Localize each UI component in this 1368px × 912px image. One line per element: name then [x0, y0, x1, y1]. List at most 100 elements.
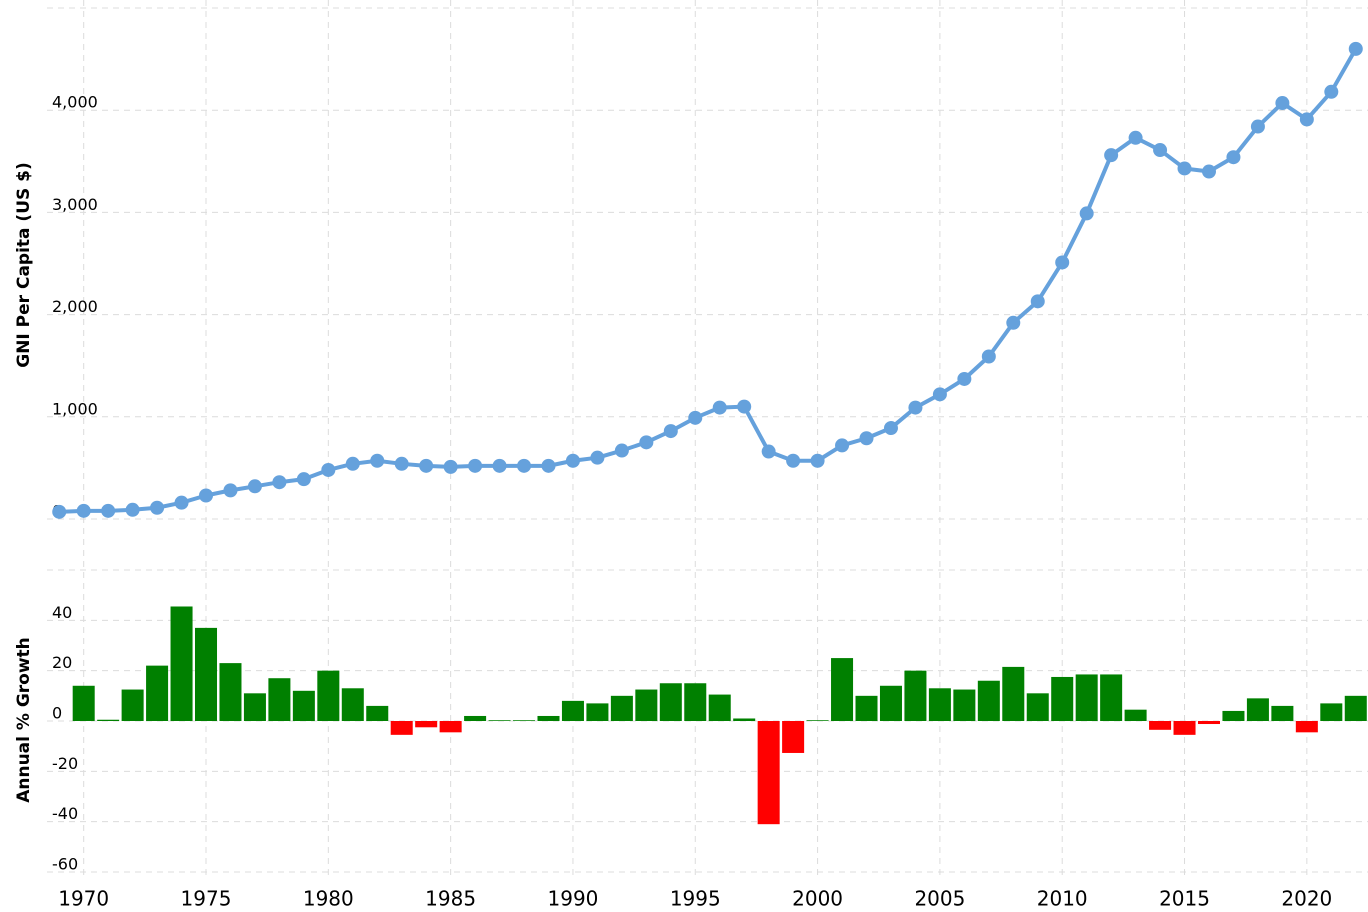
- point: [1153, 143, 1168, 158]
- x-tick-label: 2010: [1037, 887, 1088, 911]
- bar: [635, 689, 658, 721]
- y-tick-label: 0: [52, 704, 62, 723]
- bar: [537, 715, 560, 721]
- bar: [390, 721, 413, 735]
- bar: [415, 721, 438, 728]
- bar: [928, 688, 951, 721]
- y-tick-label: 3,000: [52, 195, 98, 214]
- bar: [586, 703, 609, 721]
- point: [835, 438, 850, 453]
- point: [786, 453, 801, 468]
- point: [517, 458, 532, 473]
- bar: [904, 670, 927, 721]
- point: [247, 479, 262, 494]
- bar: [1320, 703, 1343, 721]
- point: [345, 456, 360, 471]
- bar: [1026, 693, 1049, 721]
- point: [296, 472, 311, 487]
- point: [1128, 130, 1143, 145]
- bar: [782, 721, 805, 753]
- bar: [243, 693, 266, 721]
- y-tick-label: -40: [52, 804, 78, 823]
- point: [1226, 150, 1241, 165]
- bar: [1002, 666, 1025, 721]
- point: [957, 371, 972, 386]
- point: [370, 453, 385, 468]
- point: [1201, 164, 1216, 179]
- x-tick-label: 2000: [792, 887, 843, 911]
- y-axis-title: Annual % Growth: [14, 637, 34, 803]
- x-tick-label: 2005: [914, 887, 965, 911]
- point: [932, 387, 947, 402]
- point: [688, 410, 703, 425]
- bar: [733, 718, 756, 721]
- point: [1348, 41, 1363, 56]
- point: [468, 458, 483, 473]
- x-tick-label: 2015: [1159, 887, 1210, 911]
- bar: [1124, 709, 1147, 721]
- bar: [1271, 705, 1294, 721]
- bar: [953, 689, 976, 721]
- bar: [1173, 721, 1196, 735]
- bar: [219, 663, 242, 721]
- point: [1177, 161, 1192, 176]
- point: [52, 504, 67, 519]
- point: [590, 450, 605, 465]
- point: [1299, 112, 1314, 127]
- point: [1275, 96, 1290, 111]
- point: [1324, 84, 1339, 99]
- point: [223, 483, 238, 498]
- point: [76, 503, 91, 518]
- bar: [1295, 721, 1318, 733]
- bar: [855, 695, 878, 721]
- point: [419, 458, 434, 473]
- bar: [1246, 698, 1269, 721]
- point: [1250, 119, 1265, 134]
- y-tick-label: 20: [52, 653, 72, 672]
- point: [199, 488, 214, 503]
- point: [1079, 206, 1094, 221]
- y-tick-label: 40: [52, 603, 72, 622]
- bar: [170, 606, 193, 721]
- point: [981, 349, 996, 364]
- bar: [513, 720, 536, 721]
- point: [908, 400, 923, 415]
- point: [1006, 315, 1021, 330]
- bar: [1344, 695, 1367, 721]
- point: [101, 503, 116, 518]
- bar: [708, 694, 731, 721]
- point: [810, 453, 825, 468]
- bar: [317, 670, 340, 721]
- point: [883, 421, 898, 436]
- bar: [488, 720, 511, 721]
- point: [125, 502, 140, 517]
- point: [492, 458, 507, 473]
- point: [1055, 255, 1070, 270]
- y-tick-label: 2,000: [52, 297, 98, 316]
- x-tick-label: 2020: [1281, 887, 1332, 911]
- bar: [464, 715, 487, 721]
- bar: [610, 695, 633, 721]
- bar: [97, 719, 120, 721]
- point: [859, 431, 874, 446]
- bar: [806, 720, 829, 721]
- point: [1030, 294, 1045, 309]
- y-tick-label: -60: [52, 855, 78, 874]
- bar: [831, 658, 854, 721]
- bar: [879, 685, 902, 721]
- bar: [1222, 710, 1245, 721]
- point: [443, 459, 458, 474]
- x-tick-label: 1980: [303, 887, 354, 911]
- bar: [121, 689, 144, 721]
- bar: [977, 680, 1000, 721]
- point: [565, 453, 580, 468]
- point: [737, 399, 752, 414]
- bar: [1051, 676, 1074, 721]
- bar: [561, 700, 584, 721]
- line: [59, 47, 1358, 514]
- bar: [659, 683, 682, 721]
- point: [394, 456, 409, 471]
- y-tick-label: -20: [52, 754, 78, 773]
- bar: [1197, 721, 1220, 725]
